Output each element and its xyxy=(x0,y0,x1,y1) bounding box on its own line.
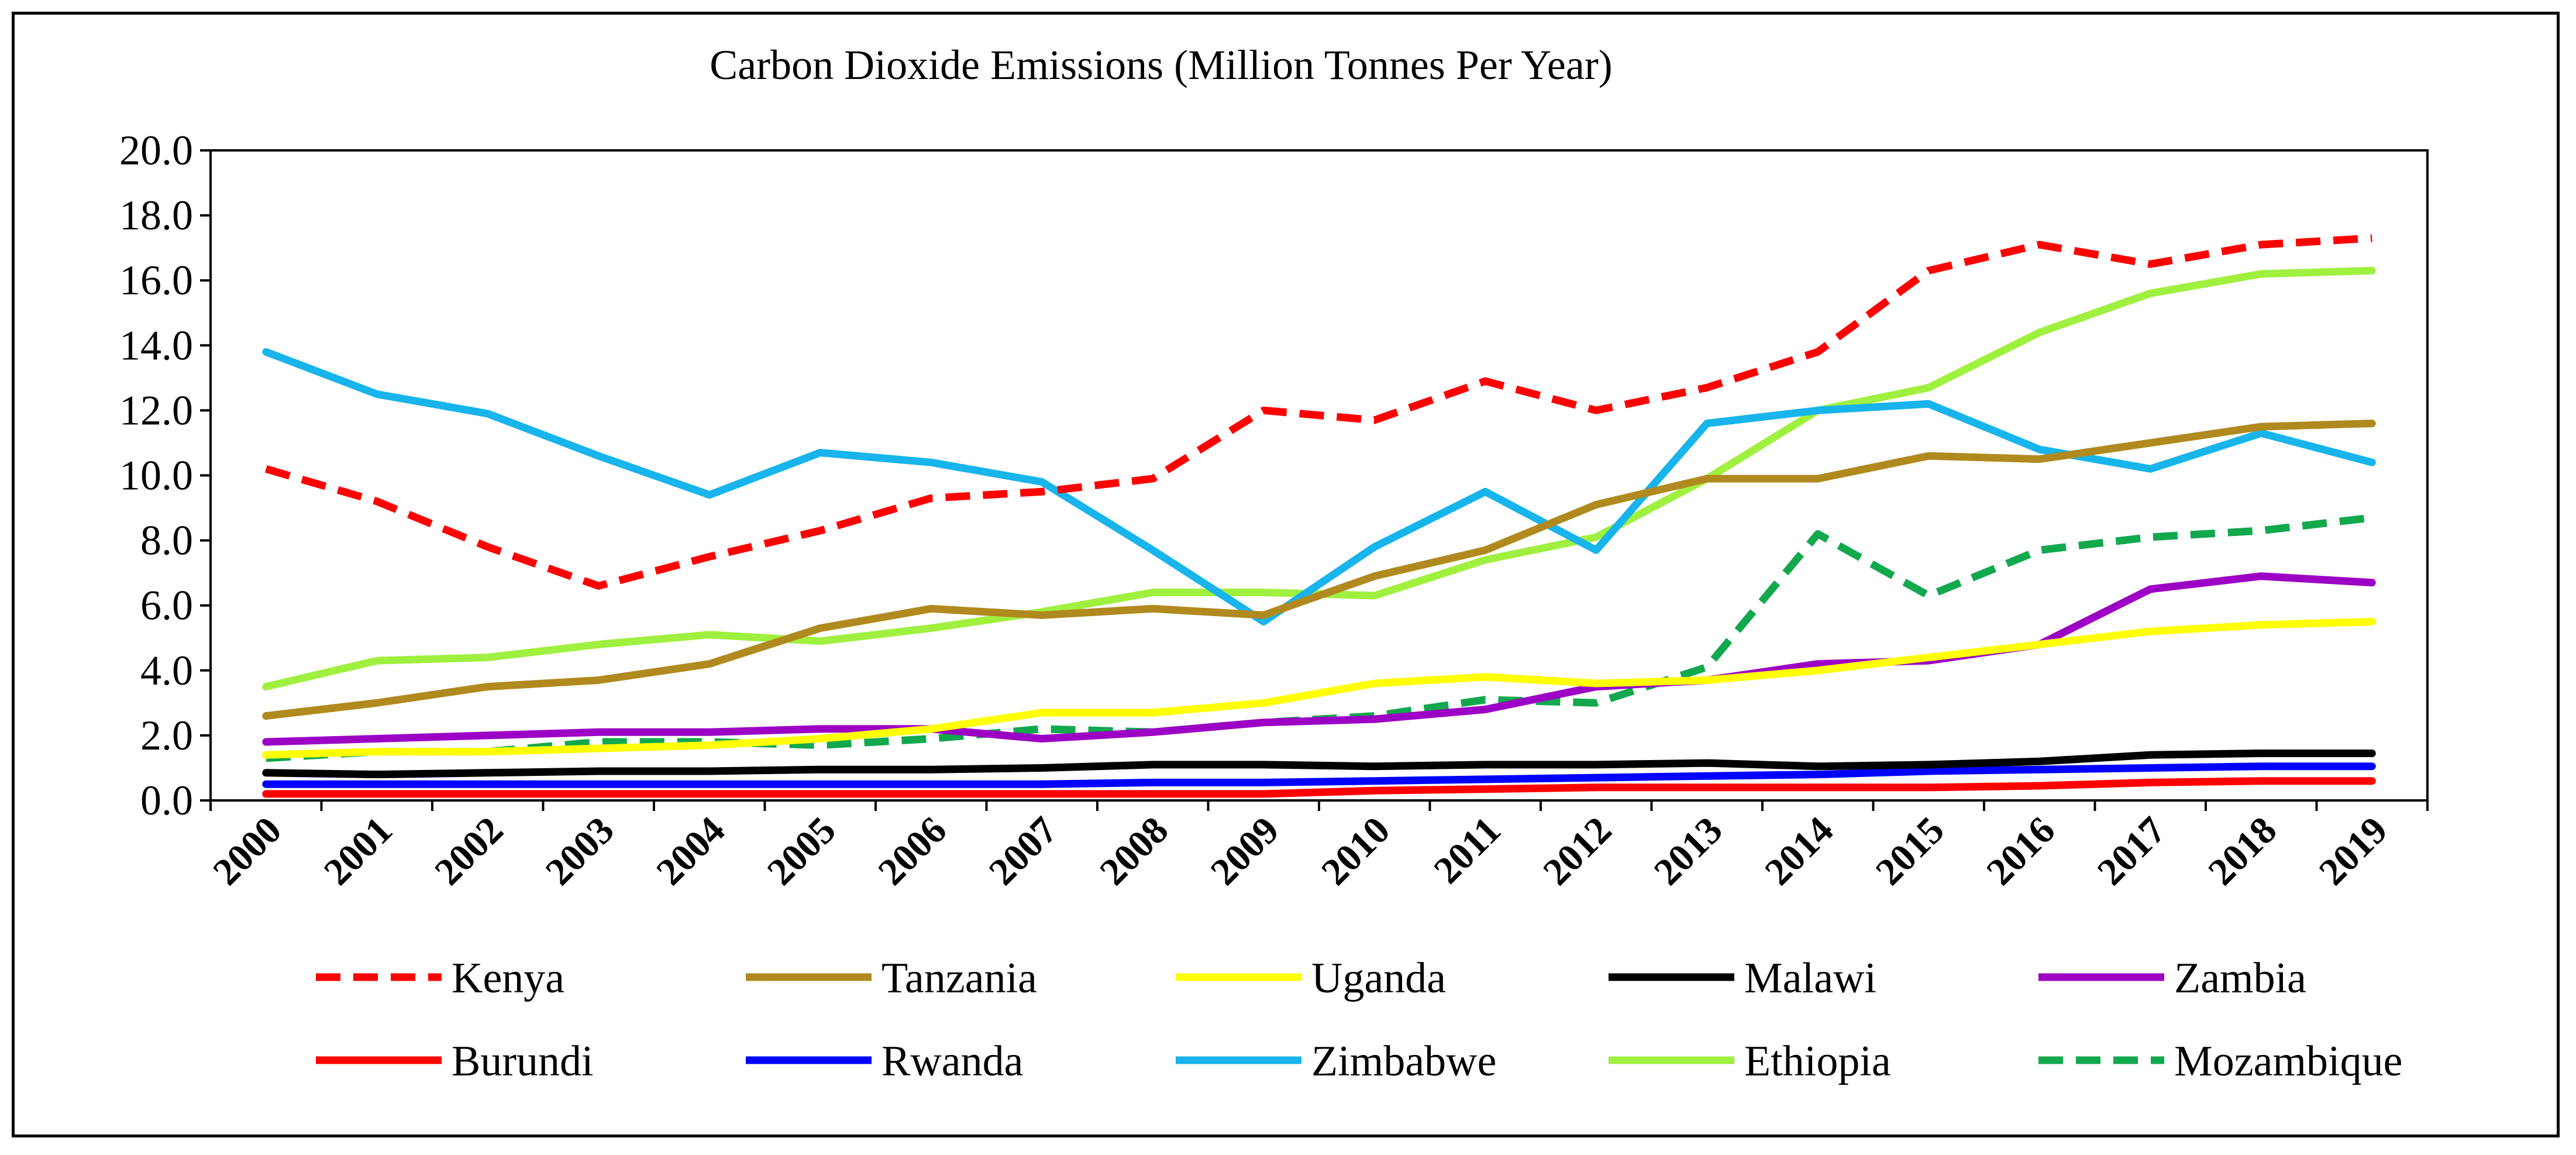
plot-area xyxy=(209,149,2429,802)
x-tick-label: 2012 xyxy=(1535,809,1620,893)
legend-label: Malawi xyxy=(1744,954,1876,1002)
y-tick-label: 8.0 xyxy=(140,517,193,564)
chart-frame: Carbon Dioxide Emissions (Million Tonnes… xyxy=(12,12,2560,1137)
legend-item-uganda: Uganda xyxy=(1176,954,1446,1002)
series-layer xyxy=(262,234,2376,798)
x-tick-label: 2004 xyxy=(648,809,733,893)
legend-label: Tanzania xyxy=(881,954,1037,1002)
x-tick-label: 2009 xyxy=(1203,809,1287,893)
x-tick-label: 2018 xyxy=(2200,809,2285,893)
series-line-malawi xyxy=(262,750,2376,779)
x-tick-label: 2008 xyxy=(1091,809,1176,893)
y-tick-label: 0.0 xyxy=(140,777,193,824)
series-line-uganda xyxy=(262,618,2376,759)
legend-item-ethiopia: Ethiopia xyxy=(1609,1037,1891,1085)
x-tick-label: 2005 xyxy=(759,809,844,893)
x-tick-label: 2014 xyxy=(1757,809,1841,893)
legend-label: Ethiopia xyxy=(1744,1037,1891,1085)
legend-label: Mozambique xyxy=(2174,1037,2402,1085)
series-line-rwanda xyxy=(262,762,2376,788)
legend-label: Zambia xyxy=(2174,954,2306,1002)
x-tick-label: 2013 xyxy=(1646,809,1731,893)
x-tick-label: 2001 xyxy=(316,809,401,893)
y-tick-label: 18.0 xyxy=(119,192,193,239)
y-tick-label: 2.0 xyxy=(140,712,193,759)
legend-label: Rwanda xyxy=(881,1037,1024,1085)
legend: Kenya Tanzania Uganda Malawi Zambia Burundi Rw… xyxy=(316,954,2402,1085)
x-tick-label: 2016 xyxy=(1978,809,2063,893)
y-tick-label: 14.0 xyxy=(119,322,193,369)
x-tick-label: 2000 xyxy=(205,809,290,893)
legend-item-zambia: Zambia xyxy=(2038,954,2306,1002)
series-line-zambia xyxy=(262,572,2376,746)
legend-item-mozambique: Mozambique xyxy=(2038,1037,2402,1085)
legend-item-burundi: Burundi xyxy=(316,1037,594,1085)
chart-title: Carbon Dioxide Emissions (Million Tonnes… xyxy=(710,42,1613,88)
x-tick-label: 2011 xyxy=(1425,809,1509,892)
y-tick-label: 16.0 xyxy=(119,257,193,304)
x-tick-label: 2002 xyxy=(426,809,511,893)
x-axis: 2000 2001 2002 2003 2004 2005 2006 2007 2008 2009… xyxy=(205,800,2429,893)
series-line-ethiopia xyxy=(262,267,2376,691)
x-tick-label: 2006 xyxy=(870,809,955,893)
y-tick-label: 20.0 xyxy=(119,127,193,174)
series-line-zimbabwe xyxy=(262,348,2376,625)
y-tick-label: 6.0 xyxy=(140,582,193,629)
line-chart: Carbon Dioxide Emissions (Million Tonnes… xyxy=(119,42,2429,1085)
legend-item-tanzania: Tanzania xyxy=(746,954,1037,1002)
x-tick-label: 2003 xyxy=(538,809,622,893)
x-tick-label: 2019 xyxy=(2311,809,2396,893)
y-axis: 0.0 2.0 4.0 6.0 8.0 10.0 12.0 14.0 16.0 18.0 20.0 xyxy=(119,127,211,824)
x-tick-label: 2015 xyxy=(1868,809,1952,893)
x-tick-label: 2010 xyxy=(1313,809,1398,893)
legend-label: Uganda xyxy=(1311,954,1446,1002)
y-tick-label: 4.0 xyxy=(140,647,193,694)
legend-label: Burundi xyxy=(452,1037,594,1085)
series-line-burundi xyxy=(262,777,2376,798)
series-line-kenya xyxy=(264,234,2372,590)
series-line-tanzania xyxy=(262,420,2376,720)
x-tick-label: 2007 xyxy=(981,809,1066,893)
legend-label: Kenya xyxy=(452,954,564,1002)
legend-item-kenya: Kenya xyxy=(316,954,564,1002)
y-tick-label: 12.0 xyxy=(119,387,193,434)
legend-item-zimbabwe: Zimbabwe xyxy=(1176,1037,1496,1085)
legend-item-malawi: Malawi xyxy=(1609,954,1876,1002)
x-tick-label: 2017 xyxy=(2089,809,2174,893)
legend-label: Zimbabwe xyxy=(1311,1037,1496,1085)
y-tick-label: 10.0 xyxy=(119,452,193,499)
legend-item-rwanda: Rwanda xyxy=(746,1037,1024,1085)
